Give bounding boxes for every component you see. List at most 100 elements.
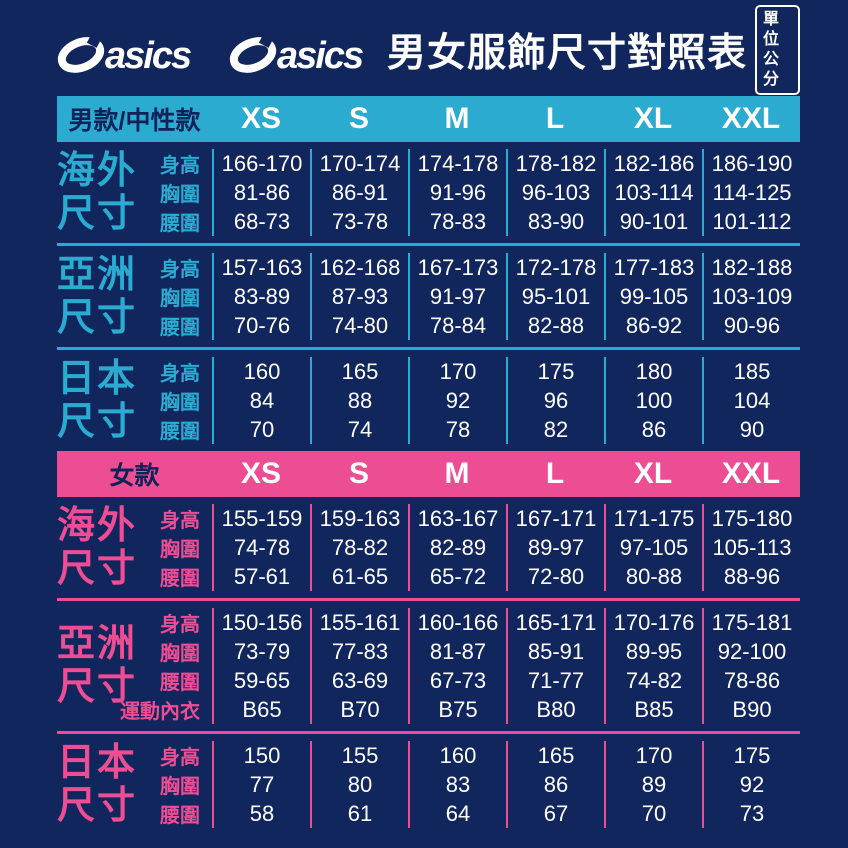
value-cell: 78-82 (310, 533, 408, 562)
value-cell: 72-80 (506, 562, 604, 591)
value-cell: 170-176 (604, 608, 702, 637)
value-cell: 74-82 (604, 666, 702, 695)
value-cell: 101-112 (702, 207, 800, 236)
value-cell: B85 (604, 695, 702, 724)
unit-box: 單位 公分 (755, 5, 800, 95)
value-cell: 74 (310, 415, 408, 444)
value-cell: 103-114 (604, 178, 702, 207)
value-cell: 104 (702, 386, 800, 415)
value-cell: 185 (702, 357, 800, 386)
value-cell: 73-78 (310, 207, 408, 236)
value-cell: 180 (604, 357, 702, 386)
value-cell: 95-101 (506, 282, 604, 311)
logo-group: asics asics (57, 24, 387, 76)
unit-label-bottom: 公分 (763, 51, 780, 88)
value-cell: 177-183 (604, 253, 702, 282)
value-cell: 160 (408, 741, 506, 770)
value-cell: 89 (604, 770, 702, 799)
size-col-xxl: XXL (721, 102, 781, 135)
value-cell: 96-103 (506, 178, 604, 207)
value-cell: 85-91 (506, 637, 604, 666)
value-cell: 167-173 (408, 253, 506, 282)
value-cell: 91-97 (408, 282, 506, 311)
value-cell: 67 (506, 799, 604, 828)
value-cell: 171-175 (604, 504, 702, 533)
value-cell: 105-113 (702, 533, 800, 562)
value-cell: 81-87 (408, 637, 506, 666)
value-cell: 83-89 (212, 282, 310, 311)
value-cell: 178-182 (506, 149, 604, 178)
size-col-l: L (545, 457, 565, 490)
value-cell: 73 (702, 799, 800, 828)
value-cell: 160-166 (408, 608, 506, 637)
row-label-waist: 腰圍 (160, 317, 200, 339)
value-cell: 165 (310, 357, 408, 386)
value-cell: 150 (212, 741, 310, 770)
size-col-xl: XL (633, 457, 673, 490)
row-label-height: 身高 (160, 614, 200, 636)
value-cell: 87-93 (310, 282, 408, 311)
value-cell: 162-168 (310, 253, 408, 282)
value-cell: 78 (408, 415, 506, 444)
value-cell: 97-105 (604, 533, 702, 562)
row-label-waist: 腰圍 (160, 672, 200, 694)
row-label-chest: 胸圍 (160, 288, 200, 310)
value-cell: 77 (212, 770, 310, 799)
value-cell: 77-83 (310, 637, 408, 666)
value-cell: 80-88 (604, 562, 702, 591)
value-cell: 170 (408, 357, 506, 386)
value-cell: 175-180 (702, 504, 800, 533)
value-cell: 65-72 (408, 562, 506, 591)
row-label-waist: 腰圍 (160, 213, 200, 235)
value-cell: 86 (604, 415, 702, 444)
value-cell: 155-161 (310, 608, 408, 637)
size-col-xxl: XXL (721, 457, 781, 490)
section-title-japan: 日本 尺寸 (57, 741, 138, 827)
section-title-asia: 亞洲 尺寸 (57, 623, 138, 708)
asics-logo-secondary: asics (229, 29, 365, 76)
size-col-m: M (444, 102, 470, 135)
row-label-sports-bra: 運動內衣 (120, 701, 200, 723)
men-asia-section: 亞洲 尺寸 身高 157-163 162-168 167-173 172-178 … (57, 243, 800, 347)
value-cell: 175 (506, 357, 604, 386)
value-cell: 92-100 (702, 637, 800, 666)
section-title-overseas: 海外 尺寸 (57, 149, 138, 235)
value-cell: 163-167 (408, 504, 506, 533)
value-cell: 71-77 (506, 666, 604, 695)
value-cell: 157-163 (212, 253, 310, 282)
value-cell: 167-171 (506, 504, 604, 533)
value-cell: 83-90 (506, 207, 604, 236)
value-cell: 92 (702, 770, 800, 799)
size-col-m: M (444, 457, 470, 490)
unit-label-top: 單位 (763, 11, 780, 48)
value-cell: 57-61 (212, 562, 310, 591)
row-label-height: 身高 (160, 747, 200, 769)
men-japan-section: 日本 尺寸 身高 160 165 170 175 180 185 胸圍 84 88… (57, 347, 800, 451)
row-label-chest: 胸圍 (160, 539, 200, 561)
row-label-chest: 胸圍 (160, 392, 200, 414)
men-header-bar: 男款/中性款 XS S M L XL XXL (57, 96, 800, 142)
value-cell: 159-163 (310, 504, 408, 533)
value-cell: 78-83 (408, 207, 506, 236)
size-col-xl: XL (633, 102, 673, 135)
value-cell: B90 (702, 695, 800, 724)
value-cell: 155 (310, 741, 408, 770)
row-label-height: 身高 (160, 259, 200, 281)
value-cell: 80 (310, 770, 408, 799)
value-cell: 82 (506, 415, 604, 444)
row-label-waist: 腰圍 (160, 568, 200, 590)
value-cell: 74-78 (212, 533, 310, 562)
value-cell: 155-159 (212, 504, 310, 533)
asics-logo-text: asics (105, 35, 191, 76)
value-cell: 89-95 (604, 637, 702, 666)
women-header-bar: 女款 XS S M L XL XXL (57, 451, 800, 497)
value-cell: 73-79 (212, 637, 310, 666)
value-cell: 174-178 (408, 149, 506, 178)
value-cell: 166-170 (212, 149, 310, 178)
value-cell: 70 (604, 799, 702, 828)
value-cell: 182-188 (702, 253, 800, 282)
value-cell: 88 (310, 386, 408, 415)
section-title-overseas: 海外 尺寸 (57, 504, 138, 590)
value-cell: 170-174 (310, 149, 408, 178)
